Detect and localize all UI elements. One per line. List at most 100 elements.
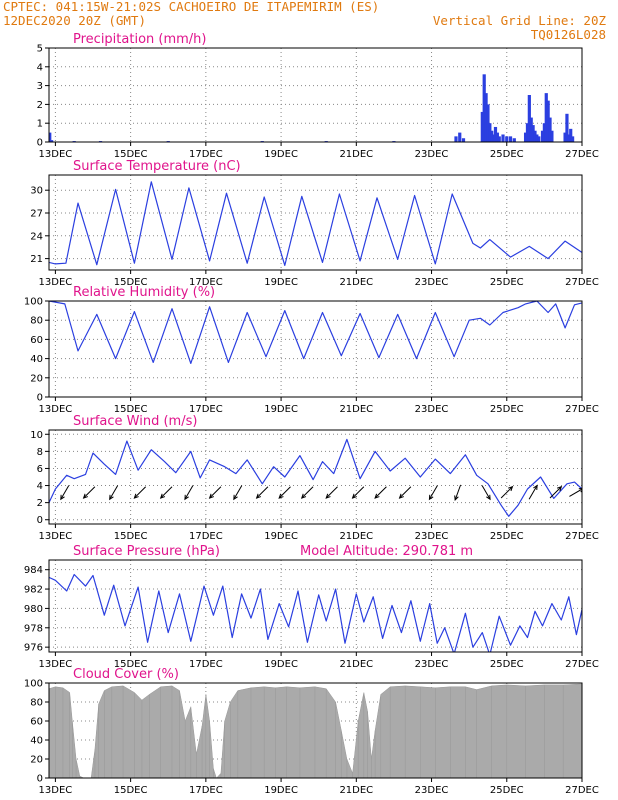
x-tick-label: 17DEC [189,785,223,796]
wind-arrow [300,486,314,499]
header-model: TQ0126L028 [531,27,606,42]
panel-title: Relative Humidity (%) [73,285,215,300]
wind-arrow [374,486,387,499]
y-tick-label: 2 [37,100,43,111]
precip-bar [458,132,462,142]
wind-arrow [60,485,70,501]
wind-arrow [398,486,412,499]
x-tick-label: 27DEC [565,531,599,542]
plot-area [49,175,582,270]
y-tick-label: 976 [24,643,43,654]
wind-arrow [500,485,514,499]
data-layer [49,181,582,266]
precip-bar [565,113,569,142]
precip-bar [542,123,546,142]
model-altitude: Model Altitude: 290.781 m [300,544,473,559]
y-tick-label: 982 [24,585,43,596]
data-layer [49,301,582,364]
precip-bar [490,130,494,142]
y-tick-label: 3 [37,81,43,92]
y-tick-label: 10 [30,430,43,441]
x-tick-label: 23DEC [415,659,449,670]
precip-bar [480,111,484,142]
header: CPTEC: 041:15W-21:02S CACHOEIRO DE ITAPE… [3,0,606,42]
x-tick-label: 19DEC [264,404,298,415]
y-tick-label: 0 [37,515,43,526]
precip-bar [488,123,492,142]
x-tick-label: 21DEC [339,404,373,415]
precip-bar [525,123,530,142]
y-tick-label: 0 [37,138,43,149]
x-tick-label: 25DEC [490,149,524,160]
series-line [49,438,582,517]
wind-arrow [82,486,96,499]
precip-bar [531,125,535,142]
y-tick-label: 1 [37,119,43,130]
x-tick-label: 23DEC [415,149,449,160]
panel-title: Surface Temperature (nC) [73,159,241,174]
y-tick-label: 30 [30,186,43,197]
wind-arrow [325,486,338,499]
x-tick-label: 17DEC [189,531,223,542]
panel-2: 21 24 27 30 13DEC 15DEC 17DEC 19DEC 21DEC 23DEC 25… [30,159,599,288]
y-tick-label: 0 [37,393,43,404]
panel-title: Surface Wind (m/s) [73,414,197,429]
x-tick-label: 19DEC [264,531,298,542]
y-tick-label: 20 [30,373,43,384]
y-tick-label: 978 [24,623,43,634]
precip-bar [570,136,575,142]
series-line [49,573,582,652]
wind-arrow [184,485,194,501]
x-tick-label: 17DEC [189,277,223,288]
plot-frame [48,559,583,653]
panel-title: Precipitation (mm/h) [73,32,206,47]
y-tick-label: 100 [24,297,43,308]
y-tick-label: 21 [30,254,43,265]
x-tick-label: 27DEC [565,659,599,670]
x-tick-label: 27DEC [565,277,599,288]
y-tick-label: 4 [37,481,43,492]
y-tick-label: 20 [30,755,43,766]
x-tick-label: 23DEC [415,531,449,542]
x-tick-label: 15DEC [114,277,148,288]
x-tick-label: 13DEC [39,277,73,288]
panel-5: 976 978 980 982 984 13DEC 15DEC 17DEC 19DEC 21DEC… [24,544,599,670]
precip-bar [492,134,496,142]
plot-area [49,430,582,524]
y-tick-label: 60 [30,335,43,346]
precip-bar [512,138,516,142]
precip-bar [493,126,498,142]
precip-bar [546,100,550,142]
wind-arrow [528,484,538,500]
precip-bar [482,74,486,142]
x-tick-label: 27DEC [565,404,599,415]
x-tick-label: 21DEC [339,785,373,796]
x-tick-label: 15DEC [114,149,148,160]
x-tick-label: 19DEC [264,149,298,160]
series-line [49,301,582,364]
x-tick-label: 13DEC [39,659,73,670]
series-line [49,181,582,266]
x-tick-label: 17DEC [189,659,223,670]
x-tick-label: 25DEC [490,277,524,288]
wind-arrow [133,486,147,499]
y-tick-label: 5 [37,44,43,55]
x-tick-label: 15DEC [114,785,148,796]
y-tick-label: 27 [30,209,43,220]
y-tick-label: 8 [37,447,43,458]
y-tick-label: 40 [30,354,43,365]
plot-frame [48,682,583,779]
wind-arrow [278,486,291,499]
cloud-area [49,683,582,778]
precip-bar [484,93,488,142]
y-tick-label: 40 [30,736,43,747]
precip-bar [550,130,554,142]
y-tick-label: 6 [37,464,43,475]
plot-frame [48,429,583,525]
wind-arrow [208,486,222,499]
wind-arrow [351,486,365,499]
data-layer [49,573,582,652]
y-tick-label: 24 [30,231,43,242]
x-tick-label: 21DEC [339,531,373,542]
